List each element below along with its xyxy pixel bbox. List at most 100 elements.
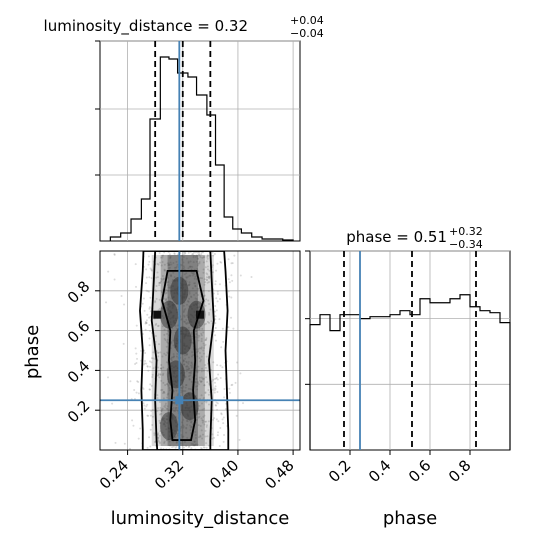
sample-point bbox=[145, 282, 148, 285]
sample-point bbox=[169, 317, 172, 320]
sample-point bbox=[214, 387, 217, 390]
sample-point bbox=[197, 365, 200, 368]
sample-point bbox=[166, 351, 169, 354]
sample-point bbox=[185, 280, 188, 283]
sample-point bbox=[155, 285, 158, 288]
sample-point bbox=[135, 324, 138, 327]
sample-point bbox=[190, 388, 193, 391]
sample-point bbox=[183, 310, 186, 313]
sample-point bbox=[173, 346, 176, 349]
sample-point bbox=[165, 428, 168, 431]
hist-title-main: luminosity_distance = 0.32 bbox=[44, 17, 248, 36]
sample-point bbox=[173, 383, 176, 386]
x-tick-label: 0.8 bbox=[445, 456, 475, 486]
sample-point bbox=[182, 389, 185, 392]
sample-point bbox=[147, 369, 150, 372]
sample-point bbox=[163, 333, 166, 336]
sample-point bbox=[170, 311, 173, 314]
sample-point bbox=[197, 328, 200, 331]
sample-point bbox=[189, 364, 192, 367]
sample-point bbox=[157, 407, 160, 410]
sample-point bbox=[164, 298, 167, 301]
sample-point bbox=[182, 385, 185, 388]
sample-point bbox=[167, 263, 170, 266]
sample-point bbox=[158, 400, 161, 403]
sample-point bbox=[197, 416, 200, 419]
sample-point bbox=[175, 342, 178, 345]
sample-point bbox=[214, 283, 217, 286]
sample-point bbox=[170, 274, 173, 277]
sample-point bbox=[194, 255, 197, 258]
sample-point bbox=[204, 391, 207, 394]
sample-point bbox=[188, 367, 191, 370]
sample-point bbox=[137, 437, 140, 440]
sample-point bbox=[172, 353, 175, 356]
sample-point bbox=[134, 263, 137, 266]
sample-point bbox=[164, 339, 167, 342]
sample-point bbox=[148, 344, 151, 347]
sample-point bbox=[174, 415, 177, 418]
sample-point bbox=[142, 402, 145, 405]
sample-point bbox=[190, 355, 193, 358]
sample-point bbox=[196, 443, 199, 446]
sample-point bbox=[222, 340, 225, 343]
sample-point bbox=[172, 295, 175, 298]
sample-point bbox=[174, 325, 177, 328]
sample-point bbox=[195, 292, 198, 295]
sample-point bbox=[206, 279, 209, 282]
sample-point bbox=[155, 290, 158, 293]
sample-point bbox=[216, 290, 219, 293]
sample-point bbox=[213, 391, 216, 394]
sample-point bbox=[157, 366, 160, 369]
x-axis-label: luminosity_distance bbox=[111, 508, 290, 529]
sample-point bbox=[211, 388, 214, 391]
sample-point bbox=[189, 318, 192, 321]
sample-point bbox=[175, 425, 178, 428]
sample-point bbox=[167, 392, 170, 395]
sample-point bbox=[166, 340, 169, 343]
sample-point bbox=[197, 383, 200, 386]
density-fill bbox=[151, 254, 214, 447]
sample-point bbox=[166, 301, 169, 304]
sample-point bbox=[182, 253, 185, 256]
sample-point bbox=[176, 287, 179, 290]
sample-point bbox=[151, 423, 154, 426]
sample-point bbox=[157, 355, 160, 358]
sample-point bbox=[157, 372, 160, 375]
sample-point bbox=[236, 361, 239, 364]
sample-point bbox=[189, 313, 192, 316]
sample-point bbox=[230, 262, 233, 265]
sample-point bbox=[148, 307, 151, 310]
sample-point bbox=[174, 406, 177, 409]
sample-point bbox=[162, 278, 165, 281]
sample-point bbox=[195, 326, 198, 329]
sample-point bbox=[168, 263, 171, 266]
sample-point bbox=[202, 369, 205, 372]
sample-point bbox=[206, 268, 209, 271]
sample-point bbox=[238, 438, 241, 441]
sample-point bbox=[216, 293, 219, 296]
sample-point bbox=[157, 437, 160, 440]
sample-point bbox=[221, 418, 224, 421]
sample-point bbox=[189, 374, 192, 377]
sample-point bbox=[158, 281, 161, 284]
sample-point bbox=[218, 318, 221, 321]
sample-point bbox=[184, 289, 187, 292]
histogram-marks bbox=[309, 251, 511, 450]
sample-point bbox=[168, 266, 171, 269]
sample-point bbox=[191, 335, 194, 338]
sample-point bbox=[218, 297, 221, 300]
sample-point bbox=[111, 402, 114, 405]
sample-point bbox=[203, 278, 206, 281]
sample-point bbox=[189, 372, 192, 375]
sample-point bbox=[197, 270, 200, 273]
sample-point bbox=[163, 423, 166, 426]
sample-point bbox=[198, 324, 201, 327]
sample-point bbox=[172, 316, 175, 319]
sample-point bbox=[168, 435, 171, 438]
sample-point bbox=[162, 423, 165, 426]
sample-point bbox=[216, 408, 219, 411]
sample-point bbox=[135, 362, 138, 365]
sample-point bbox=[173, 436, 176, 439]
sample-point bbox=[181, 254, 184, 257]
